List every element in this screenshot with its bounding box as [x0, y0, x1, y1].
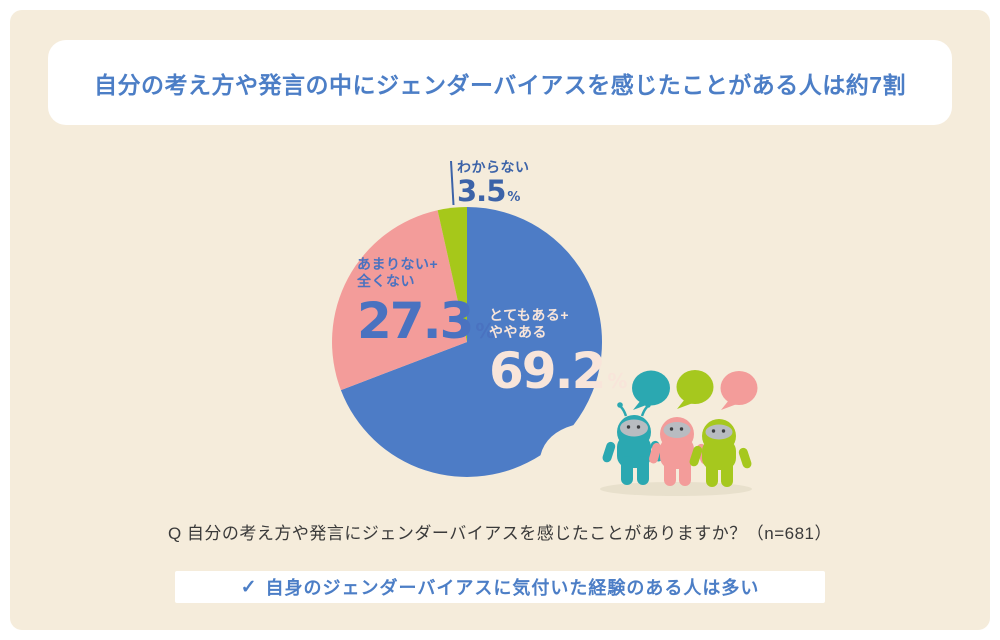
mascot-pink-alien: [649, 417, 710, 486]
mascot-green-alien: [689, 419, 752, 487]
leader-line-wakaranai: [450, 160, 455, 206]
percent-sign: %: [507, 189, 521, 205]
percent-sign: %: [607, 368, 628, 393]
slice-label-wakaranai: わからない 3.5 %: [457, 159, 530, 206]
pie-chart: [332, 206, 603, 477]
slice-name-totemoaru-line1: とてもある+: [489, 307, 570, 323]
pink-alien-face: [663, 422, 691, 438]
speech-bubble-green-icon: [676, 370, 714, 409]
headline-title: 自分の考え方や発言の中にジェンダーバイアスを感じたことがある人は約7割: [93, 71, 907, 98]
slice-name-totemoaru-line2: ややある: [489, 323, 547, 340]
percent-sign: %: [475, 318, 496, 343]
green-alien-face: [705, 424, 733, 440]
pie-slice-wakaranai: [437, 206, 467, 342]
slice-value-amarinai: 27.3 %: [357, 296, 495, 346]
slice-percent-wakaranai: 3.5: [457, 173, 506, 208]
speech-bubble-pink-icon: [720, 371, 758, 410]
slice-name-wakaranai: わからない: [457, 159, 530, 175]
slice-percent-totemoaru: 69.2: [489, 341, 606, 400]
slice-label-totemoaru: とてもある+ ややある 69.2 %: [489, 307, 627, 396]
slice-label-amarinai: あまりない+ 全くない 27.3 %: [357, 256, 495, 346]
slice-name-amarinai-line1: あまりない+: [357, 256, 439, 272]
teal-alien-face: [620, 419, 648, 437]
check-icon: ✓: [240, 576, 257, 598]
pie-slice-totemoaru: [340, 207, 603, 477]
pie-slice-amarinai: [332, 210, 467, 391]
slice-value-totemoaru: 69.2 %: [489, 346, 627, 396]
slice-name-amarinai-line2: 全くない: [357, 272, 415, 289]
takeaway-bar: ✓ 自身のジェンダーバイアスに気付いた経験のある人は多い: [175, 571, 825, 603]
survey-question: Q 自分の考え方や発言にジェンダーバイアスを感じたことがありますか？（n=681…: [167, 524, 833, 543]
headline-card: 自分の考え方や発言の中にジェンダーバイアスを感じたことがある人は約7割: [48, 40, 952, 125]
slice-percent-amarinai: 27.3: [357, 291, 474, 350]
speech-bubbles: [632, 370, 758, 410]
takeaway-text: 自身のジェンダーバイアスに気付いた経験のある人は多い: [265, 578, 760, 598]
slice-value-wakaranai: 3.5 %: [457, 173, 530, 208]
speech-bubble-teal-icon: [632, 370, 670, 410]
